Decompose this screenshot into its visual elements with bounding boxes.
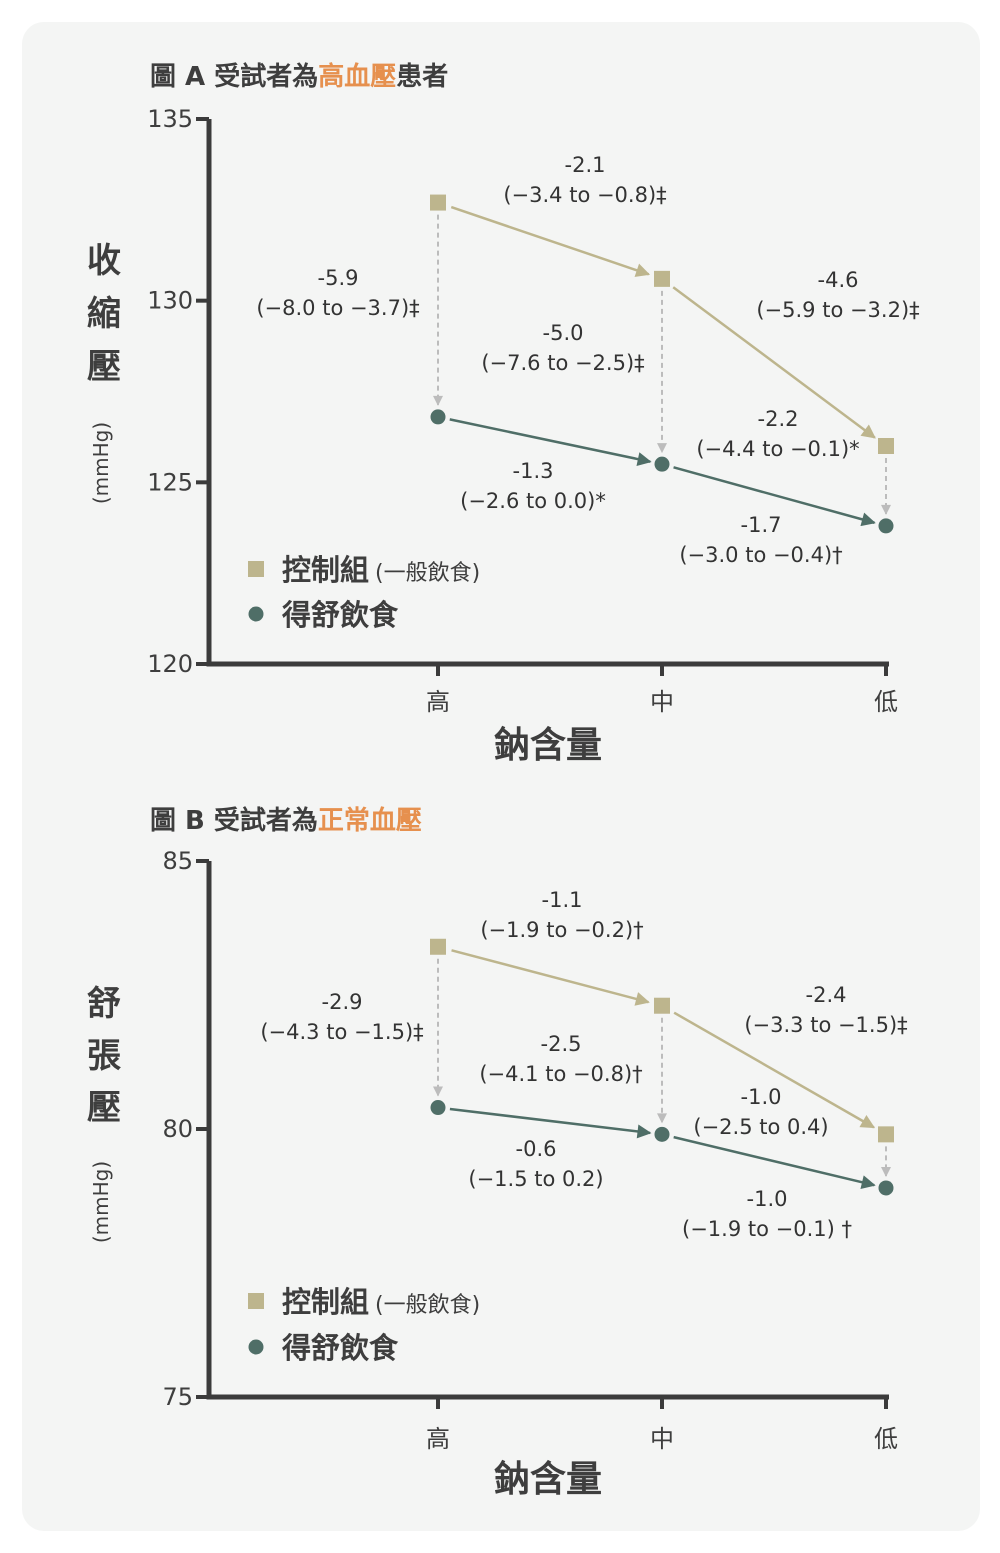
annotation-ctl-ml-line2: (−3.3 to −1.5)‡	[744, 1013, 907, 1037]
annotation-v-m-line2: (−7.6 to −2.5)‡	[481, 351, 644, 375]
annotation-v-l-line1: -1.0	[741, 1085, 782, 1109]
legend-control-label: 控制組 (一般飲食)	[282, 1285, 480, 1319]
legend-control-name: 控制組	[282, 553, 369, 587]
y-tick-label: 75	[162, 1383, 193, 1411]
x-tick-label: 中	[650, 688, 674, 716]
control-point	[878, 438, 894, 454]
y-tick-label: 130	[147, 287, 193, 315]
annotation-ctl-ml-line1: -4.6	[818, 268, 859, 292]
annotation-ctl-hm-line1: -1.1	[542, 888, 583, 912]
annotation-v-m-line2: (−4.1 to −0.8)†	[479, 1062, 642, 1086]
dash-trend-arrow	[673, 1135, 876, 1190]
dash-trend-arrow	[673, 466, 876, 527]
panel-title-prefix: 圖 B 受試者為	[150, 805, 318, 836]
panel-title-prefix: 圖 A 受試者為	[150, 61, 318, 92]
dash-point	[654, 456, 670, 472]
annotation-v-l-line1: -2.2	[758, 407, 799, 431]
legend: 控制組 (一般飲食) 得舒飲食	[248, 1285, 480, 1365]
annotation-ctl-ml-line1: -2.4	[806, 983, 847, 1007]
annotation-dash-hm-line1: -1.3	[513, 459, 554, 483]
x-axis-label: 鈉含量	[494, 1459, 602, 1500]
annotation-v-h-line2: (−4.3 to −1.5)‡	[260, 1020, 423, 1044]
control-point	[430, 938, 446, 955]
panel-title-highlight: 高血壓	[318, 61, 396, 92]
annotation-v-h-line1: -5.9	[318, 266, 359, 290]
x-tick-label: 高	[426, 688, 450, 716]
annotation-v-h-line2: (−8.0 to −3.7)‡	[256, 296, 419, 320]
control-point	[878, 1126, 894, 1143]
y-axis-label-char: 壓	[87, 347, 121, 387]
panel-title: 圖 A 受試者為高血壓患者	[150, 61, 448, 92]
annotation-ctl-hm-line2: (−1.9 to −0.2)†	[480, 918, 643, 942]
annotation-ctl-hm-line1: -2.1	[565, 153, 606, 177]
control-trend-arrow	[450, 205, 651, 277]
legend-control-label: 控制組 (一般飲食)	[282, 553, 480, 587]
y-axis-label-char: 舒	[87, 984, 121, 1024]
y-tick-label: 135	[147, 105, 193, 133]
control-point	[654, 997, 670, 1014]
control-trend-arrow	[672, 286, 876, 439]
control-trend-arrow	[451, 949, 650, 1006]
annotation-v-h-line1: -2.9	[322, 990, 363, 1014]
annotation-dash-ml-line1: -1.7	[741, 513, 782, 537]
x-axis-label: 鈉含量	[494, 725, 602, 766]
annotation-v-m-line1: -2.5	[541, 1032, 582, 1056]
panel-title: 圖 B 受試者為正常血壓	[150, 805, 422, 836]
y-axis-unit: (mmHg)	[89, 1161, 113, 1243]
legend-control-name: 控制組	[282, 1285, 369, 1319]
dash-point	[654, 1126, 670, 1142]
y-axis-label-char: 張	[87, 1036, 121, 1076]
control-point	[430, 194, 446, 211]
panel-title-highlight: 正常血壓	[318, 806, 422, 836]
annotation-v-l-line2: (−2.5 to 0.4)	[693, 1115, 828, 1139]
y-axis-unit: (mmHg)	[89, 422, 113, 504]
dash-point	[878, 518, 894, 534]
panel-title-suffix: 患者	[396, 62, 448, 92]
y-tick-label: 120	[147, 650, 193, 678]
y-tick-label: 85	[162, 847, 193, 875]
dash-point	[430, 409, 446, 425]
legend-control-swatch	[248, 561, 264, 577]
panel-b: 圖 B 受試者為正常血壓 75 80 85 高 中 低 舒張壓 (mmHg) 鈉含量 -1.1 (−1…	[87, 805, 908, 1500]
panel-a: 圖 A 受試者為高血壓患者 120 125 130 135 高 中 低 收縮壓 (mmHg) 鈉含量…	[87, 61, 920, 766]
x-tick-label: 高	[426, 1425, 450, 1453]
legend-dash-swatch	[248, 1339, 264, 1355]
x-tick-label: 中	[650, 1425, 674, 1453]
annotation-ctl-ml-line2: (−5.9 to −3.2)‡	[756, 298, 919, 322]
legend-dash-label: 得舒飲食	[281, 1331, 399, 1365]
legend-control-swatch	[248, 1293, 264, 1309]
annotation-dash-hm-line2: (−1.5 to 0.2)	[468, 1167, 603, 1191]
legend-dash-swatch	[248, 606, 264, 622]
y-axis-label-char: 壓	[87, 1088, 121, 1128]
y-axis-label-char: 縮	[87, 294, 121, 334]
y-tick-label: 125	[147, 468, 193, 496]
annotation-dash-ml-line2: (−1.9 to −0.1) †	[682, 1217, 852, 1241]
annotation-dash-hm-line2: (−2.6 to 0.0)*	[460, 489, 606, 513]
dash-trend-arrow	[449, 418, 652, 466]
annotation-dash-ml-line2: (−3.0 to −0.4)†	[679, 543, 842, 567]
legend-dash-label: 得舒飲食	[281, 598, 399, 632]
annotation-v-m-line1: -5.0	[543, 321, 584, 345]
y-axis-label-char: 收	[87, 241, 121, 281]
annotation-dash-hm-line1: -0.6	[516, 1137, 557, 1161]
legend: 控制組 (一般飲食) 得舒飲食	[248, 553, 480, 632]
legend-control-note: (一般飲食)	[375, 1293, 480, 1318]
annotation-v-l-line2: (−4.4 to −0.1)*	[696, 437, 859, 461]
dash-trend-arrow	[449, 1107, 652, 1139]
x-tick-label: 低	[874, 1425, 898, 1453]
y-tick-label: 80	[162, 1115, 193, 1143]
annotation-ctl-hm-line2: (−3.4 to −0.8)‡	[503, 183, 666, 207]
x-tick-label: 低	[874, 688, 898, 716]
chart-card	[22, 22, 980, 1531]
control-point	[654, 270, 670, 287]
control-trend-arrow	[673, 1011, 876, 1129]
legend-control-note: (一般飲食)	[375, 561, 480, 586]
dash-point	[878, 1180, 894, 1196]
dash-point	[430, 1100, 446, 1116]
annotation-dash-ml-line1: -1.0	[747, 1187, 788, 1211]
